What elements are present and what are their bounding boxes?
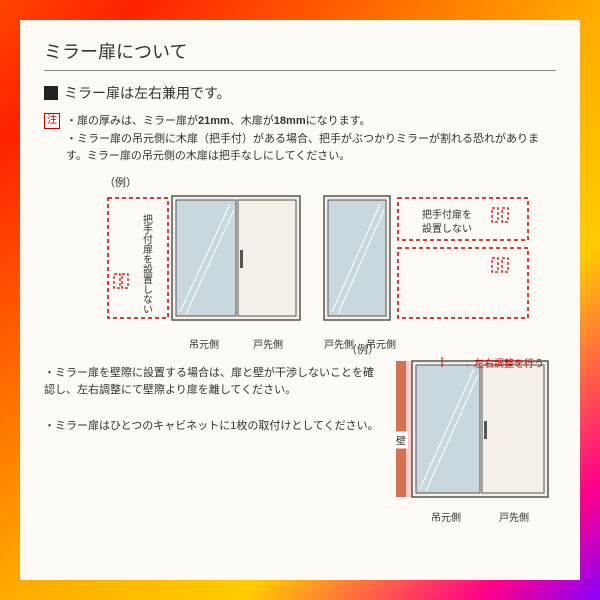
diagram-right: 把手付扉を 設置しない 戸先側 吊元側	[322, 194, 542, 351]
example-label-1: （例）	[104, 174, 556, 190]
adjust-label: ←左右調整を行う	[464, 355, 544, 370]
wall-label: 壁	[394, 432, 408, 449]
svg-text:把手付扉を: 把手付扉を	[422, 208, 472, 221]
example-label-2: （例）	[346, 341, 379, 357]
svg-text:設置しない: 設置しない	[422, 222, 472, 235]
diagram-wall: （例） ←左右調整を行う 壁	[396, 357, 556, 524]
note-badge: 注	[44, 113, 60, 129]
label-open-side-3: 戸先側	[480, 509, 548, 524]
page-title: ミラー扉について	[44, 38, 556, 64]
label-hinge-side-3: 吊元側	[412, 509, 480, 524]
svg-text:把手付扉を設置しない: 把手付扉を設置しない	[141, 213, 153, 314]
bullet-square	[44, 86, 58, 100]
label-hinge-side: 吊元側	[172, 336, 236, 351]
label-open-side: 戸先側	[236, 336, 300, 351]
bottom-notes: ・ミラー扉を壁際に設置する場合は、扉と壁が干渉しないことを確認し、左右調整にて壁…	[44, 357, 384, 524]
diagram-left: 把手付扉を設置しない 吊元側 戸先側	[104, 194, 304, 351]
note-text: ・扉の厚みは、ミラー扉が21mm、木扉が18mmになります。 ・ミラー扉の吊元側…	[66, 113, 556, 166]
subtitle: ミラー扉は左右兼用です。	[64, 83, 231, 103]
